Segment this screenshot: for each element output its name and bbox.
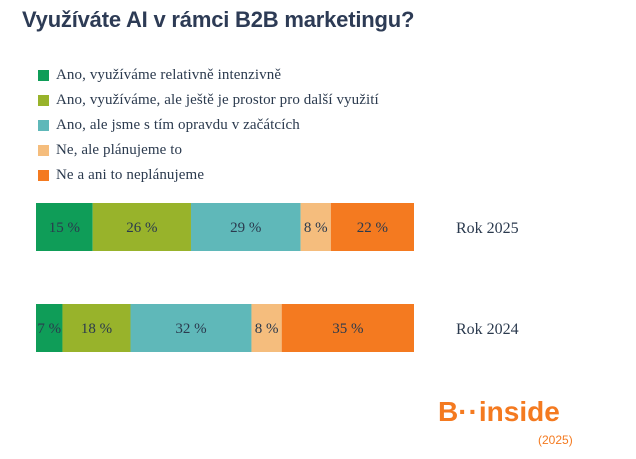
legend-swatch [38,145,49,156]
data-label: 26 % [126,220,157,236]
legend-swatch [38,70,49,81]
bar-segment [190,203,301,251]
logo-text: inside [478,396,560,427]
data-label: 18 % [81,321,112,337]
bar-segment [251,304,282,352]
data-label: 29 % [230,220,261,236]
data-label: 7 % [37,321,61,337]
bar-segment [36,304,63,352]
legend-label: Ne a ani to neplánujeme [56,167,205,183]
logo-year: (2025) [538,433,573,447]
bar-segment [92,203,191,251]
legend-label: Ano, využíváme relativně intenzivně [56,67,282,83]
legend-label: Ano, využíváme, ale ještě je prostor pro… [56,92,379,108]
logo-dots: ·· [458,396,479,427]
bar-segment [330,203,414,251]
brand-logo: B··inside [438,398,560,426]
legend-item: Ano, využíváme, ale ještě je prostor pro… [38,88,379,113]
logo-letter: B [438,396,459,427]
bar-segment [62,304,131,352]
chart-title: Využíváte AI v rámci B2B marketingu? [22,7,415,32]
bar-segment [36,203,93,251]
data-label: 15 % [49,220,80,236]
legend-swatch [38,170,49,181]
legend-item: Ne, ale plánujeme to [38,138,379,163]
category-label: Rok 2024 [456,321,519,338]
bar-segment [281,304,414,352]
legend-item: Ano, využíváme relativně intenzivně [38,63,379,88]
data-label: 8 % [255,321,279,337]
legend: Ano, využíváme relativně intenzivně Ano, … [38,63,379,188]
legend-label: Ne, ale plánujeme to [56,142,183,158]
bar-segment [130,304,252,352]
data-label: 22 % [357,220,388,236]
legend-label: Ano, ale jsme s tím opravdu v začátcích [56,117,300,133]
data-label: 8 % [304,220,328,236]
category-label: Rok 2025 [456,220,519,237]
legend-swatch [38,120,49,131]
legend-item: Ano, ale jsme s tím opravdu v začátcích [38,113,379,138]
data-label: 35 % [332,321,363,337]
legend-item: Ne a ani to neplánujeme [38,163,379,188]
legend-swatch [38,95,49,106]
data-label: 32 % [175,321,206,337]
bar-segment [300,203,331,251]
